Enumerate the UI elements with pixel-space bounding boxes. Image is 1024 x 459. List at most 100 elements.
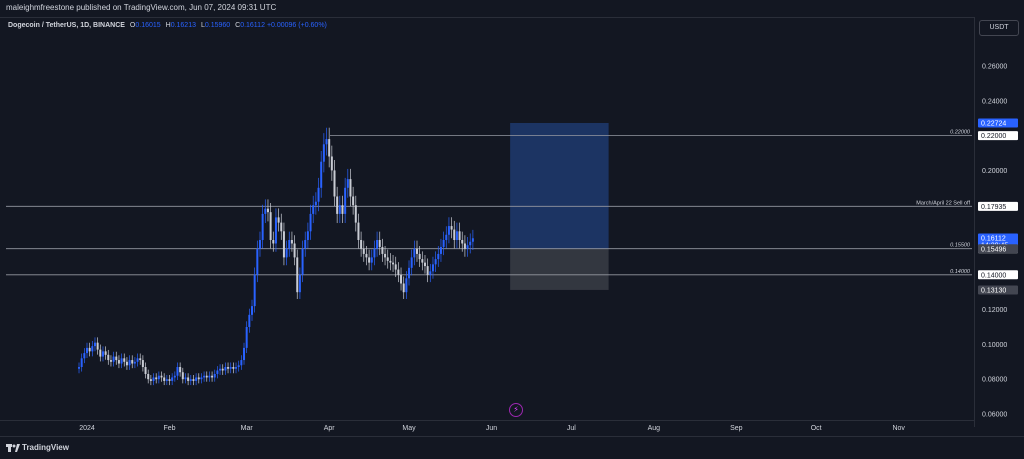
candle	[224, 362, 227, 375]
tradingview-logo-icon[interactable]	[6, 443, 20, 453]
candle-body	[376, 240, 379, 249]
candle	[365, 245, 368, 266]
candle-body	[274, 217, 277, 244]
candle	[368, 249, 371, 271]
symbol-title[interactable]: Dogecoin / TetherUS, 1D, BINANCE	[8, 22, 125, 29]
candle-body	[378, 240, 381, 247]
candle-body	[101, 351, 104, 357]
candle-body	[354, 205, 357, 223]
candle	[131, 355, 134, 369]
candle	[155, 373, 158, 384]
currency-button[interactable]: USDT	[979, 20, 1019, 36]
candle-body	[394, 264, 397, 270]
candle-body	[434, 259, 437, 265]
candle-body	[253, 274, 256, 307]
candle-body	[115, 356, 118, 361]
candle-body	[453, 229, 456, 240]
candle-body	[463, 243, 466, 249]
candle-body	[405, 278, 408, 293]
candle	[96, 337, 99, 355]
candle	[370, 249, 373, 271]
candle-body	[123, 358, 126, 362]
candle-body	[296, 257, 299, 293]
horizontal-line-label: 0.14000	[950, 269, 971, 275]
candle	[357, 213, 360, 249]
candle-body	[195, 377, 198, 381]
candle	[288, 231, 291, 257]
candle	[328, 127, 331, 168]
candle	[394, 256, 397, 278]
candle	[282, 222, 285, 266]
candle	[163, 373, 166, 386]
candle-body	[176, 367, 179, 376]
candle-body	[373, 248, 376, 258]
open-label: O	[129, 22, 136, 29]
candle-body	[285, 248, 288, 258]
candle-body	[229, 367, 232, 369]
stop-zone	[510, 248, 609, 290]
candle-body	[357, 222, 360, 240]
candle-body	[147, 373, 150, 380]
lightning-icon[interactable]: ⚡	[509, 403, 523, 417]
tradingview-brand[interactable]: TradingView	[22, 443, 69, 452]
candle-body	[416, 248, 418, 254]
candle	[168, 375, 171, 386]
candle	[352, 186, 355, 215]
time-scale[interactable]	[0, 420, 974, 437]
candle	[251, 299, 253, 321]
candle-body	[469, 241, 472, 246]
horizontal-line-label: 0.22000	[950, 130, 971, 136]
candle	[123, 353, 126, 367]
candle-body	[352, 196, 355, 206]
price-scale[interactable]	[974, 17, 1024, 427]
candle	[112, 351, 115, 367]
candle-body	[314, 201, 317, 206]
open-value: 0.16015	[135, 22, 161, 29]
candle-body	[272, 240, 275, 244]
candle	[171, 373, 174, 386]
candle-body	[447, 226, 450, 235]
candle-body	[290, 240, 293, 244]
candle-body	[461, 240, 464, 244]
candle-body	[107, 354, 110, 361]
horizontal-line-label: 0.15500	[950, 243, 971, 249]
candle-body	[80, 358, 83, 368]
candle-body	[410, 257, 413, 268]
candle	[99, 344, 102, 362]
candle	[376, 231, 379, 257]
candle	[280, 213, 283, 240]
candle	[386, 249, 389, 269]
candle-body	[338, 205, 341, 214]
candle	[253, 267, 256, 313]
candle-body	[171, 377, 174, 381]
candle	[208, 371, 211, 382]
candle	[173, 371, 176, 382]
candle-body	[429, 271, 432, 275]
candle	[469, 233, 472, 254]
candle	[453, 220, 456, 249]
close-value: 0.16112	[240, 22, 265, 29]
candle	[269, 202, 272, 249]
candle-body	[200, 377, 203, 380]
candle-body	[221, 368, 224, 371]
candle-body	[309, 213, 312, 232]
candle	[344, 177, 347, 224]
candle	[466, 237, 469, 257]
candle-body	[139, 358, 142, 361]
candle	[400, 267, 403, 291]
candle-body	[400, 274, 403, 284]
candle	[349, 168, 352, 207]
candle-body	[78, 367, 81, 369]
candle-body	[96, 342, 99, 350]
candle-body	[152, 377, 155, 381]
candle	[91, 340, 94, 357]
candle-body	[280, 222, 283, 232]
candle	[176, 362, 179, 381]
candle-body	[141, 360, 144, 368]
candle-body	[450, 226, 453, 230]
candle-body	[251, 306, 253, 315]
candle-body	[437, 253, 440, 260]
candle-body	[112, 356, 115, 362]
candle	[341, 195, 344, 224]
